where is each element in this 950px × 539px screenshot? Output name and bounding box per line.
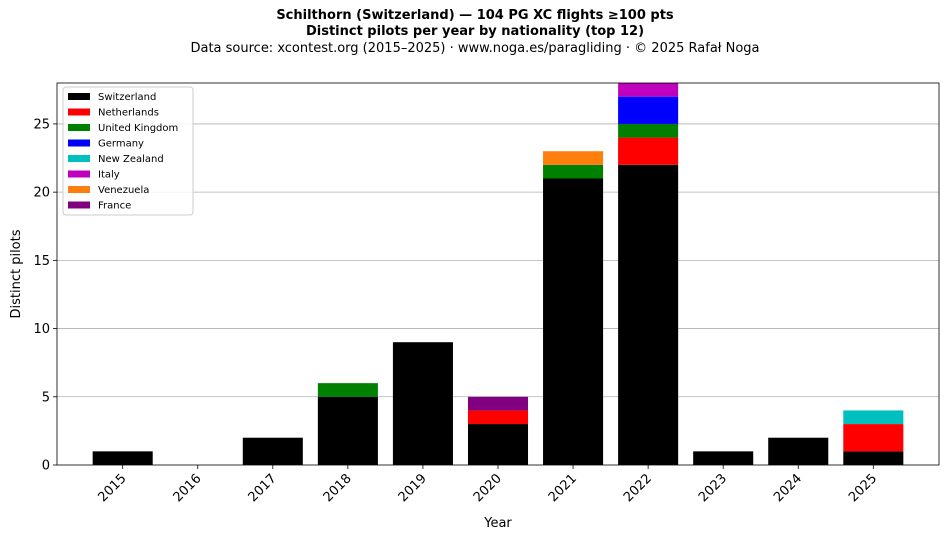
chart-title-block: Schilthorn (Switzerland) — 104 PG XC fli… xyxy=(0,8,950,57)
legend-entry: Germany xyxy=(98,139,144,150)
bar-2021-united-kingdom xyxy=(543,164,604,179)
x-tick-label: 2017 xyxy=(246,471,280,505)
y-tick-label: 10 xyxy=(33,322,50,337)
legend: Switzerland Netherlands United Kingdom Germ… xyxy=(62,86,194,216)
y-tick-label: 0 xyxy=(42,459,50,474)
legend-swatch xyxy=(68,186,90,193)
legend-swatch xyxy=(68,108,90,116)
bar-2022-germany xyxy=(618,96,679,124)
bar-2022-switzerland xyxy=(618,164,679,465)
bar-2025-switzerland xyxy=(843,451,904,465)
x-tick-label: 2022 xyxy=(621,471,655,505)
legend-entry: France xyxy=(98,201,131,212)
x-tick-label: 2023 xyxy=(696,471,730,505)
data-source-note: Data source: xcontest.org (2015–2025) · … xyxy=(190,41,760,56)
bars xyxy=(92,83,904,465)
bar-2024-switzerland xyxy=(768,437,829,465)
bar-2025-netherlands xyxy=(843,424,904,452)
x-tick-label: 2021 xyxy=(546,471,580,505)
bar-2023-switzerland xyxy=(693,451,754,465)
legend-entry: Switzerland xyxy=(98,92,156,103)
bar-2018-switzerland xyxy=(317,396,378,465)
legend-entry: Venezuela xyxy=(98,185,149,196)
bar-2018-united-kingdom xyxy=(317,383,378,397)
legend-entry: Netherlands xyxy=(98,108,159,119)
x-tick-label: 2018 xyxy=(321,471,355,505)
x-tick-label: 2024 xyxy=(771,471,805,505)
legend-entry: United Kingdom xyxy=(98,123,178,134)
bar-2020-netherlands xyxy=(467,410,529,425)
x-tick-label: 2025 xyxy=(846,471,880,505)
x-axis-label: Year xyxy=(483,516,512,531)
x-tick-label: 2016 xyxy=(171,471,205,505)
y-tick-label: 15 xyxy=(33,254,50,269)
legend-swatch xyxy=(68,93,90,100)
legend-swatch xyxy=(68,201,90,209)
legend-swatch xyxy=(68,170,90,178)
bar-2021-venezuela xyxy=(543,151,604,165)
bar-2025-new-zealand xyxy=(843,410,904,425)
chart-subtitle: Distinct pilots per year by nationality … xyxy=(305,24,645,39)
y-tick-label: 5 xyxy=(42,390,50,405)
bar-2015-switzerland xyxy=(92,451,153,465)
bar-2021-switzerland xyxy=(543,178,604,465)
y-axis-label: Distinct pilots xyxy=(9,229,24,318)
legend-swatch xyxy=(68,155,90,162)
bar-2022-italy xyxy=(618,83,679,97)
bar-2020-france xyxy=(467,396,529,411)
bar-2017-switzerland xyxy=(242,437,303,465)
x-tick-label: 2020 xyxy=(471,471,505,505)
y-tick-label: 20 xyxy=(33,186,50,201)
legend-entry: Italy xyxy=(98,170,120,181)
plot-frame xyxy=(56,82,940,466)
bar-2022-netherlands xyxy=(618,137,679,165)
bar-2019-switzerland xyxy=(392,342,453,465)
y-tick-label: 25 xyxy=(33,117,50,132)
x-tick-label: 2015 xyxy=(96,471,130,505)
legend-swatch xyxy=(68,139,90,147)
bar-2020-switzerland xyxy=(467,424,529,465)
legend-entry: New Zealand xyxy=(98,154,164,165)
chart-title: Schilthorn (Switzerland) — 104 PG XC fli… xyxy=(276,8,674,23)
bar-2022-united-kingdom xyxy=(618,123,679,138)
legend-swatch xyxy=(68,124,90,131)
x-tick-label: 2019 xyxy=(396,471,430,505)
legend-box xyxy=(62,86,194,216)
